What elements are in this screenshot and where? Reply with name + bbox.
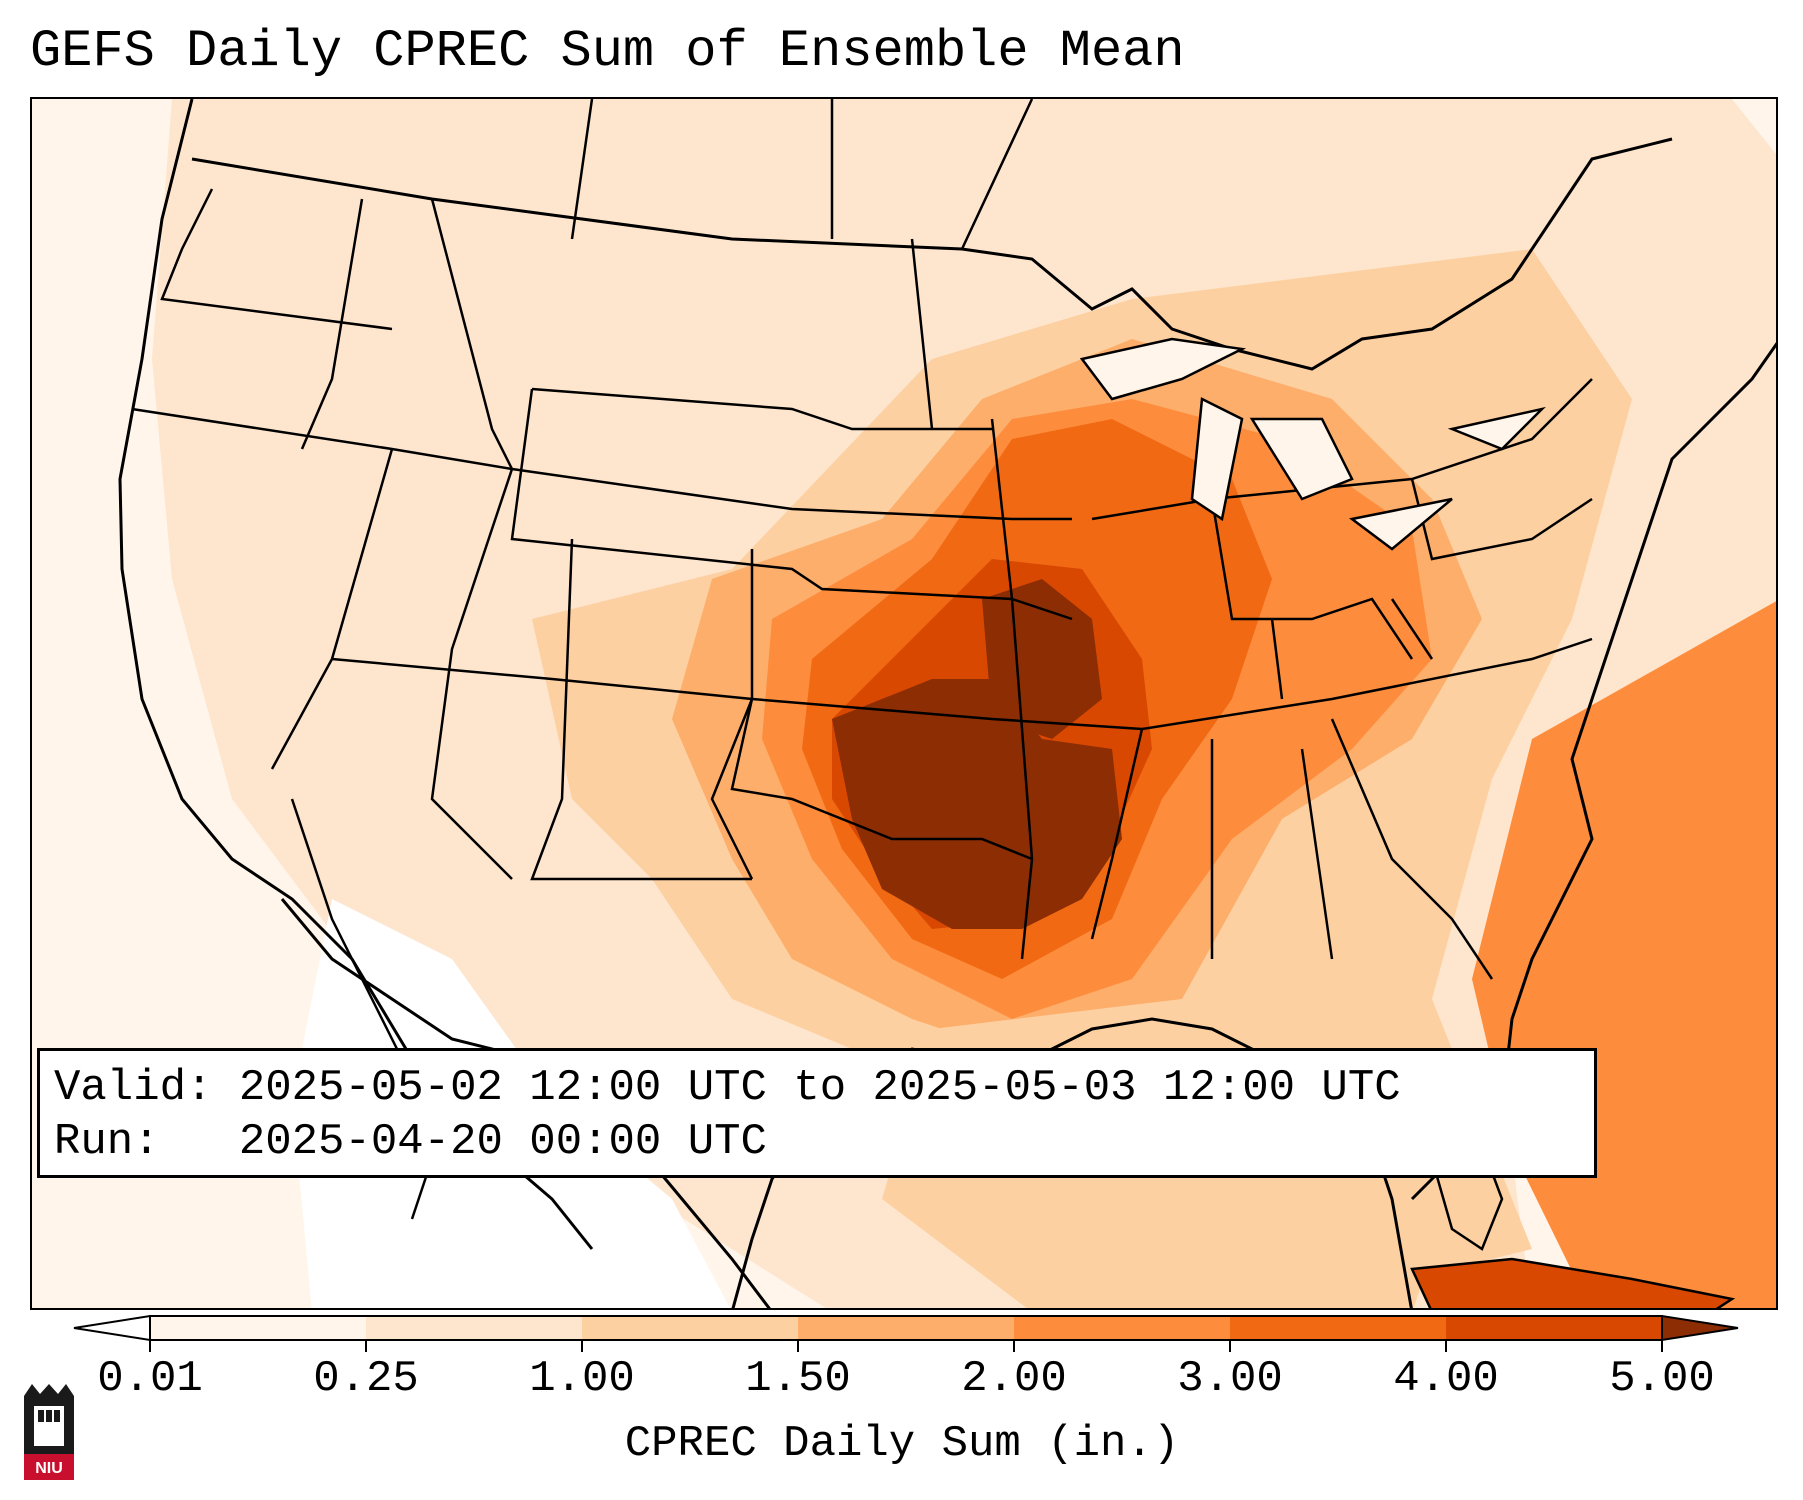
logo-text: NIU [35, 1460, 63, 1477]
colorbar-segment [366, 1316, 583, 1340]
colorbar-segment [1230, 1316, 1447, 1340]
colorbar [73, 1314, 1739, 1352]
valid-run-info-box: Valid: 2025-05-02 12:00 UTC to 2025-05-0… [37, 1048, 1597, 1178]
valid-value: 2025-05-02 12:00 UTC to 2025-05-03 12:00… [238, 1063, 1401, 1113]
colorbar-tick-label: 2.00 [961, 1354, 1067, 1404]
colorbar-segment [150, 1316, 367, 1340]
colorbar-tick-label: 0.01 [97, 1354, 203, 1404]
us-canada-border [191, 137, 1673, 371]
colorbar-tick-label: 4.00 [1393, 1354, 1499, 1404]
colorbar-segment [1446, 1316, 1663, 1340]
valid-label: Valid: [54, 1063, 213, 1113]
colorbar-extend-high [1661, 1314, 1739, 1342]
niu-logo-icon: NIU [24, 1384, 74, 1480]
colorbar-tick-label: 1.00 [529, 1354, 635, 1404]
state-borders [131, 99, 1593, 980]
cuba-outline [1410, 1257, 1736, 1308]
colorbar-segments [73, 1314, 1739, 1342]
colorbar-segment [582, 1316, 799, 1340]
colorbar-tick-label: 0.25 [313, 1354, 419, 1404]
colorbar-tick-label: 1.50 [745, 1354, 851, 1404]
colorbar-label: CPREC Daily Sum (in.) [624, 1419, 1180, 1469]
run-value: 2025-04-20 00:00 UTC [238, 1117, 767, 1167]
precip-region-5.00 [832, 679, 1122, 929]
great-lakes [1079, 337, 1546, 551]
run-label: Run: [54, 1117, 160, 1167]
colorbar-extend-low [73, 1314, 151, 1342]
map-title: GEFS Daily CPREC Sum of Ensemble Mean [30, 22, 1185, 81]
colorbar-segment [1014, 1316, 1231, 1340]
colorbar-ticks [149, 1340, 1663, 1352]
colorbar-tick-label: 5.00 [1609, 1354, 1715, 1404]
colorbar-tick-label: 3.00 [1177, 1354, 1283, 1404]
colorbar-segment [798, 1316, 1015, 1340]
colorbar-outline [149, 1315, 1663, 1341]
